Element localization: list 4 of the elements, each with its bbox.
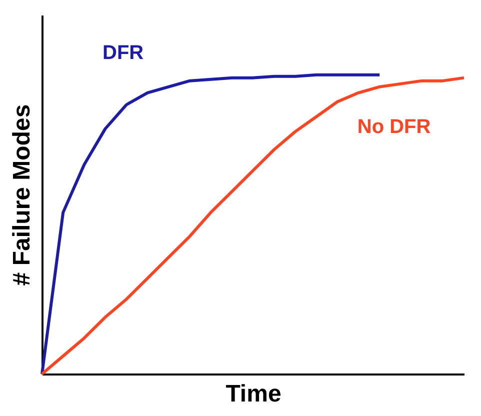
series-label: DFR — [102, 42, 144, 64]
x-axis-title: Time — [226, 380, 282, 408]
series-label: No DFR — [357, 116, 432, 138]
y-axis-title: # Failure Modes — [8, 104, 36, 286]
